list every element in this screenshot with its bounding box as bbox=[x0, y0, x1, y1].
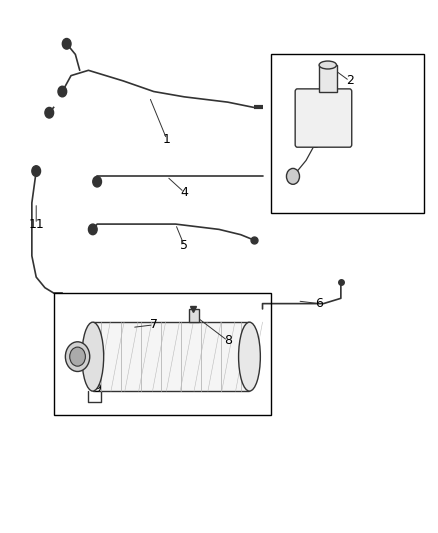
Circle shape bbox=[62, 38, 71, 49]
Text: 1: 1 bbox=[163, 133, 171, 146]
Text: 7: 7 bbox=[150, 318, 158, 332]
Text: 5: 5 bbox=[180, 239, 188, 252]
Text: 9: 9 bbox=[93, 382, 101, 395]
Text: 11: 11 bbox=[28, 217, 44, 231]
Text: 4: 4 bbox=[180, 186, 188, 199]
Circle shape bbox=[70, 347, 85, 366]
Circle shape bbox=[286, 168, 300, 184]
Bar bbox=[271, 54, 424, 214]
Bar bbox=[188, 309, 199, 322]
Ellipse shape bbox=[82, 322, 104, 391]
Text: 2: 2 bbox=[346, 75, 353, 87]
Circle shape bbox=[45, 108, 53, 118]
Circle shape bbox=[58, 86, 67, 97]
Text: 10: 10 bbox=[67, 350, 83, 363]
Circle shape bbox=[93, 176, 102, 187]
Ellipse shape bbox=[319, 61, 336, 69]
FancyBboxPatch shape bbox=[295, 89, 352, 147]
Circle shape bbox=[65, 342, 90, 372]
Bar bbox=[319, 65, 336, 92]
Circle shape bbox=[88, 224, 97, 235]
Text: 8: 8 bbox=[224, 334, 232, 347]
Text: 3: 3 bbox=[311, 138, 319, 151]
Bar bbox=[93, 322, 250, 391]
Bar bbox=[53, 293, 271, 415]
Ellipse shape bbox=[239, 322, 260, 391]
Circle shape bbox=[32, 166, 41, 176]
Text: 6: 6 bbox=[315, 297, 323, 310]
